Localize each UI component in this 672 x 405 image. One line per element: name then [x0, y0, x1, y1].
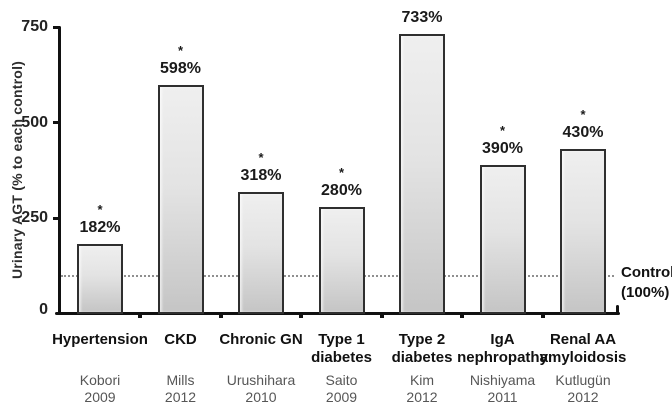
category-label-line: diabetes — [311, 349, 372, 366]
bar-type-2-diabetes — [399, 33, 445, 314]
significance-mark-hypertension: * — [97, 202, 103, 218]
source-label-hypertension: Kobori 2009 — [45, 372, 155, 405]
value-label-chronic-gn: 318% — [240, 167, 282, 185]
source-label-line: Nishiyama — [469, 372, 536, 388]
source-label-line: Mills — [166, 372, 195, 388]
y-tick-label-250: 250 — [21, 209, 48, 227]
source-label-line: Kim — [409, 372, 435, 388]
x-axis-boundary-tick-2 — [218, 314, 223, 318]
y-tick-label-0: 0 — [39, 301, 48, 318]
x-axis-boundary-tick-6 — [540, 314, 545, 318]
x-axis-end-tick — [616, 305, 619, 314]
source-label-renal-aa-amyloidosis: Kutlugün 2012 — [528, 372, 638, 405]
value-label-hypertension: 182% — [79, 219, 121, 237]
bar-chronic-gn — [238, 192, 284, 314]
y-tick-mark-250 — [53, 216, 60, 220]
value-label-iga-nephropathy: 390% — [482, 139, 523, 157]
category-label-type-2-diabetes: Type 2 diabetes — [367, 331, 477, 367]
value-label-ckd: 598% — [160, 60, 201, 78]
y-axis-title: Urinary AGT (% to each control) — [9, 60, 25, 280]
x-axis-boundary-tick-4 — [379, 314, 384, 318]
value-label-renal-aa-amyloidosis: 430% — [562, 124, 604, 142]
bar-renal-aa-amyloidosis — [560, 149, 606, 314]
source-label-line: 2009 — [84, 389, 116, 405]
value-label-type-1-diabetes: 280% — [321, 181, 362, 199]
category-label-line: nephropathy — [457, 349, 548, 366]
category-label-ckd: CKD — [126, 331, 236, 349]
category-label-renal-aa-amyloidosis: Renal AA amyloidosis — [528, 331, 638, 367]
y-tick-label-500: 500 — [21, 113, 48, 131]
significance-mark-renal-aa-amyloidosis: * — [580, 107, 586, 123]
category-label-line: Chronic GN — [219, 331, 303, 348]
control-line-label-line2: (100%) — [621, 284, 670, 301]
bar-ckd — [157, 85, 204, 314]
source-label-type-1-diabetes: Saito 2009 — [287, 372, 397, 405]
source-label-type-2-diabetes: Kim 2012 — [367, 372, 477, 405]
bar-type-1-diabetes — [318, 206, 365, 314]
source-label-line: Urushihara — [226, 372, 296, 388]
source-label-line: Saito — [325, 372, 358, 388]
value-label-type-2-diabetes: 733% — [401, 8, 443, 26]
bar-iga-nephropathy — [479, 164, 526, 314]
category-label-line: CKD — [164, 331, 197, 348]
x-axis-boundary-tick-1 — [138, 314, 143, 318]
y-axis-line — [58, 26, 61, 315]
control-line-label: Control (100%) — [621, 263, 672, 303]
category-label-line: Hypertension — [52, 331, 148, 348]
source-label-line: 2011 — [487, 389, 518, 405]
source-label-line: Kobori — [79, 372, 121, 388]
control-line-label-line1: Control — [621, 264, 672, 281]
bar-hypertension — [77, 244, 123, 314]
category-label-type-1-diabetes: Type 1 diabetes — [287, 331, 397, 367]
significance-mark-chronic-gn: * — [258, 150, 264, 166]
category-label-line: Renal AA — [549, 331, 617, 348]
source-label-iga-nephropathy: Nishiyama 2011 — [448, 372, 558, 405]
source-label-line: 2012 — [164, 389, 197, 405]
y-tick-label-750: 750 — [21, 18, 48, 35]
y-tick-mark-750 — [53, 25, 60, 29]
category-label-hypertension: Hypertension — [45, 331, 155, 349]
category-label-line: Type 2 — [398, 331, 446, 348]
source-label-ckd: Mills 2012 — [126, 372, 236, 405]
significance-mark-type-2-diabetes: * — [412, 0, 432, 6]
category-label-line: amyloidosis — [539, 349, 627, 366]
category-label-iga-nephropathy: IgA nephropathy — [448, 331, 558, 367]
source-label-line: 2012 — [406, 389, 438, 405]
category-label-line: IgA — [490, 331, 515, 348]
category-label-line: Type 1 — [318, 331, 365, 348]
y-tick-mark-500 — [53, 121, 60, 125]
source-label-line: 2010 — [245, 389, 277, 405]
source-label-chronic-gn: Urushihara 2010 — [206, 372, 316, 405]
source-label-line: 2009 — [325, 389, 358, 405]
significance-mark-ckd: * — [177, 43, 184, 59]
x-axis-boundary-tick-5 — [460, 314, 465, 318]
x-axis-boundary-tick-3 — [299, 314, 304, 318]
significance-mark-iga-nephropathy: * — [499, 122, 506, 138]
source-label-line: Kutlugün — [555, 372, 611, 388]
category-label-chronic-gn: Chronic GN — [206, 331, 316, 349]
category-label-line: diabetes — [391, 349, 453, 366]
significance-mark-type-1-diabetes: * — [338, 164, 345, 180]
source-label-line: 2012 — [567, 389, 599, 405]
